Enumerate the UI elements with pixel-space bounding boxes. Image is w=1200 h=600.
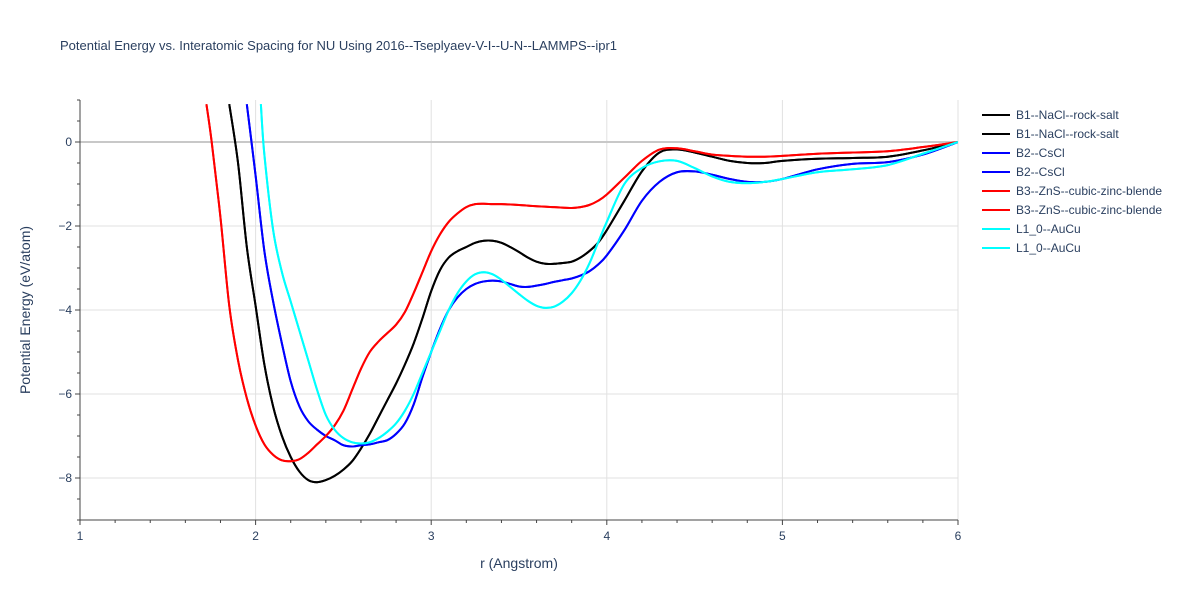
y-axis-title: Potential Energy (eV/atom) xyxy=(17,226,33,394)
y-tick-label: −4 xyxy=(58,303,72,317)
legend-item[interactable]: B2--CsCl xyxy=(982,146,1065,160)
x-tick-label: 5 xyxy=(779,529,786,543)
legend-item[interactable]: B1--NaCl--rock-salt xyxy=(982,127,1119,141)
y-tick-label: −2 xyxy=(58,219,72,233)
legend-item[interactable]: B1--NaCl--rock-salt xyxy=(982,108,1119,122)
legend-label: B3--ZnS--cubic-zinc-blende xyxy=(1016,184,1162,198)
legend-label: B2--CsCl xyxy=(1016,146,1065,160)
legend-label: B3--ZnS--cubic-zinc-blende xyxy=(1016,203,1162,217)
x-tick-label: 6 xyxy=(955,529,962,543)
legend-item[interactable]: B3--ZnS--cubic-zinc-blende xyxy=(982,184,1162,198)
series-line xyxy=(228,104,958,484)
x-tick-label: 1 xyxy=(77,529,84,543)
x-tick-label: 4 xyxy=(603,529,610,543)
series-layer xyxy=(205,104,958,484)
legend-item[interactable]: L1_0--AuCu xyxy=(982,241,1081,255)
legend-label: L1_0--AuCu xyxy=(1016,241,1081,255)
legend: B1--NaCl--rock-salt B1--NaCl--rock-salt B2… xyxy=(982,108,1162,255)
series-line xyxy=(259,104,958,445)
series-line xyxy=(205,104,958,463)
grid-layer xyxy=(80,100,959,520)
y-tick-label: −8 xyxy=(58,471,72,485)
legend-label: L1_0--AuCu xyxy=(1016,222,1081,236)
legend-label: B1--NaCl--rock-salt xyxy=(1016,108,1119,122)
legend-item[interactable]: B2--CsCl xyxy=(982,165,1065,179)
x-tick-label: 2 xyxy=(252,529,259,543)
legend-label: B2--CsCl xyxy=(1016,165,1065,179)
chart-title: Potential Energy vs. Interatomic Spacing… xyxy=(60,38,617,53)
x-tick-label: 3 xyxy=(428,529,435,543)
legend-label: B1--NaCl--rock-salt xyxy=(1016,127,1119,141)
axis-layer: 1 2 3 4 5 6 0 −2 −4 −6 −8 xyxy=(58,99,962,543)
legend-item[interactable]: B3--ZnS--cubic-zinc-blende xyxy=(982,203,1162,217)
legend-item[interactable]: L1_0--AuCu xyxy=(982,222,1081,236)
x-axis-title: r (Angstrom) xyxy=(480,555,558,571)
y-tick-label: 0 xyxy=(65,135,72,149)
y-tick-label: −6 xyxy=(58,387,72,401)
